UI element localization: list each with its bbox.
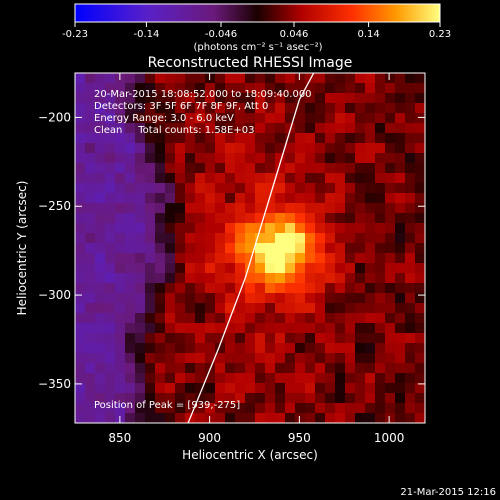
y-tick-label: −350	[38, 377, 71, 391]
y-tick-label: −250	[38, 199, 71, 213]
y-axis-label: Heliocentric Y (arcsec)	[15, 181, 29, 316]
colorbar-unit-label: (photons cm⁻² s⁻¹ asec⁻²)	[193, 42, 322, 53]
colorbar	[74, 3, 441, 23]
solar-limb-curve	[187, 73, 315, 423]
x-tick-label: 900	[198, 431, 221, 445]
colorbar-tick-label: 0.046	[280, 29, 309, 40]
colorbar-ticks: -0.23 -0.14 -0.046 0.046 0.14 0.23	[62, 22, 451, 40]
x-axis-label: Heliocentric X (arcsec)	[182, 448, 318, 462]
x-tick-label: 1000	[374, 431, 405, 445]
x-axis-ticks: 850 900 950 1000	[108, 73, 404, 445]
timestamp: 21-Mar-2015 12:16	[400, 487, 496, 498]
annotation-line: 20-Mar-2015 18:08:52.000 to 18:09:40.000	[94, 89, 312, 100]
annotation-line: Energy Range: 3.0 - 6.0 keV	[94, 113, 234, 124]
chart-title: Reconstructed RHESSI Image	[148, 55, 353, 71]
colorbar-tick-label: 0.14	[357, 29, 379, 40]
colorbar-tick-label: -0.046	[205, 29, 237, 40]
colorbar-tick-label: 0.23	[429, 29, 451, 40]
peak-position-label: Position of Peak = [939,-275]	[94, 400, 240, 411]
y-tick-label: −200	[38, 110, 71, 124]
plot-frame	[74, 72, 426, 424]
y-tick-label: −300	[38, 288, 71, 302]
heatmap-cells	[75, 73, 425, 423]
annotation-line: Clean Total counts: 1.58E+03	[94, 125, 254, 136]
y-axis-ticks: −200 −250 −300 −350	[38, 110, 425, 391]
x-tick-label: 850	[108, 431, 131, 445]
x-tick-label: 950	[288, 431, 311, 445]
annotation-block: 20-Mar-2015 18:08:52.000 to 18:09:40.000…	[94, 89, 312, 136]
colorbar-tick-label: -0.14	[133, 29, 159, 40]
colorbar-tick-label: -0.23	[62, 29, 88, 40]
annotation-line: Detectors: 3F 5F 6F 7F 8F 9F, Att 0	[94, 101, 268, 112]
